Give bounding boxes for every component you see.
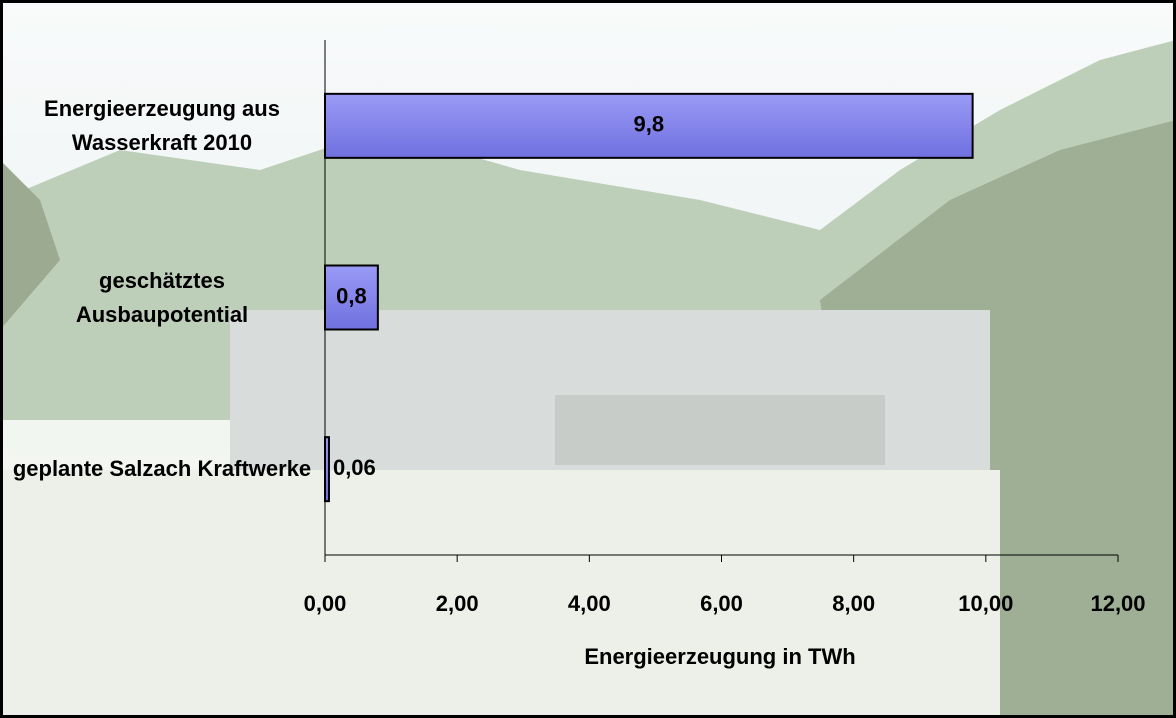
x-tick-label: 4,00: [568, 591, 611, 616]
bar: [324, 92, 974, 159]
x-tick-label: 8,00: [832, 591, 875, 616]
y-tick-label: Energieerzeugung aus Wasserkraft 2010: [44, 95, 280, 155]
bar: [324, 264, 379, 331]
x-tick-label: 10,00: [958, 591, 1013, 616]
y-tick-label: geplante Salzach Kraftwerke: [12, 456, 312, 482]
x-axis-title: Energieerzeugung in TWh: [584, 644, 855, 669]
x-tick-label: 6,00: [700, 591, 743, 616]
y-tick-label: geschätztes Ausbaupotential: [75, 267, 249, 327]
value-label: 9,8: [634, 112, 665, 137]
bar: [324, 436, 330, 503]
x-tick-label: 0,00: [304, 591, 347, 616]
x-tick-label: 2,00: [436, 591, 479, 616]
x-tick-label: 12,00: [1090, 591, 1145, 616]
value-label: 0,8: [336, 283, 367, 308]
value-label: 0,06: [333, 455, 376, 480]
